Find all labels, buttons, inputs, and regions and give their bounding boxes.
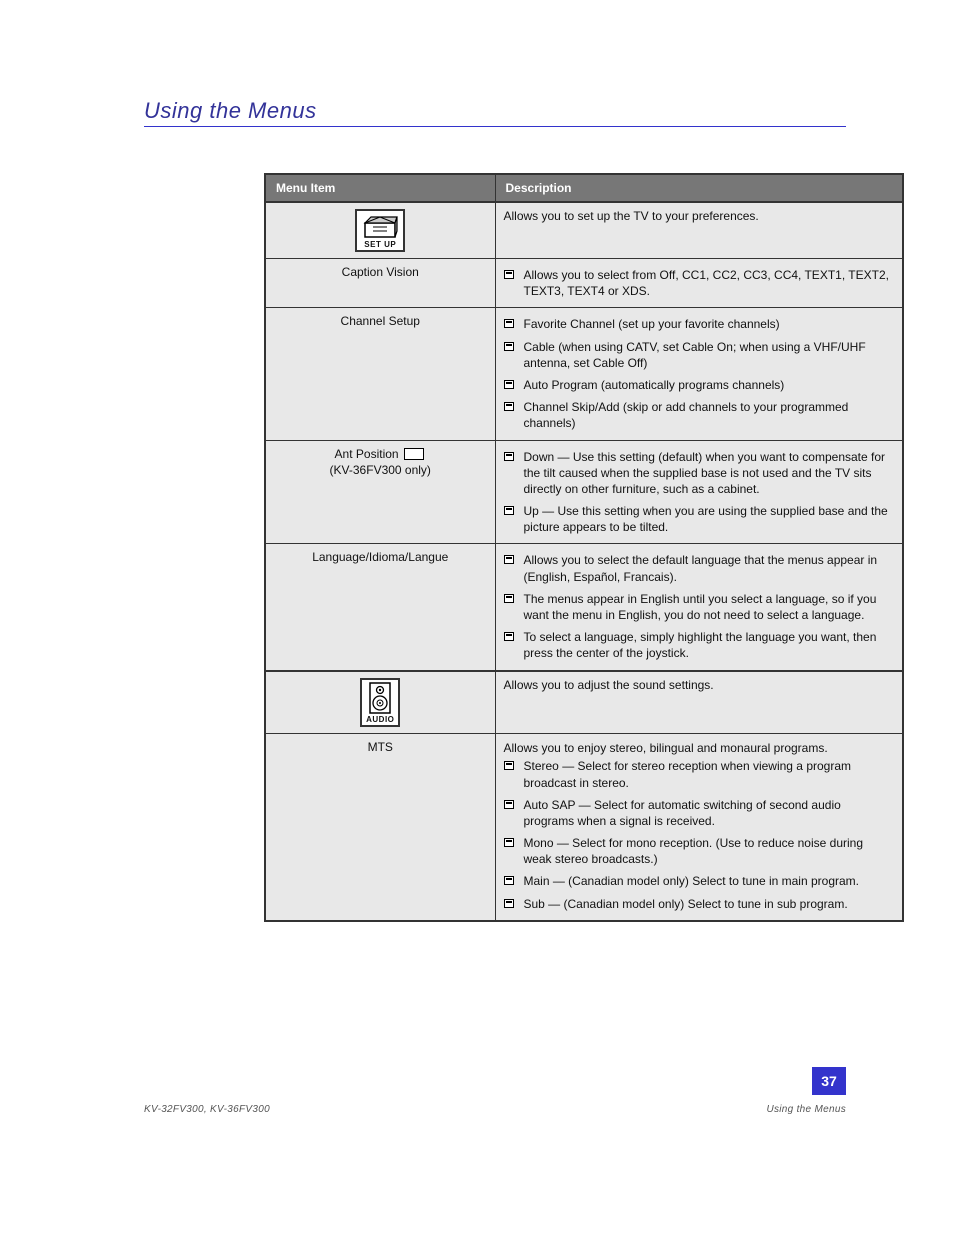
audio-icon-cell: AUDIO (265, 671, 495, 734)
section-title: Using the Menus (144, 98, 846, 124)
bullet-icon (504, 452, 514, 461)
desc-channel-setup: Favorite Channel (set up your favorite c… (495, 308, 903, 440)
setup-desc: Allows you to set up the TV to your pref… (495, 202, 903, 259)
desc-caption-vision: Allows you to select from Off, CC1, CC2,… (495, 259, 903, 308)
setup-icon: SET UP (355, 209, 405, 252)
table-header-menu: Menu Item (265, 174, 495, 202)
bullet-icon (504, 876, 514, 885)
menu-channel-setup: Channel Setup (265, 308, 495, 440)
menu-table: Menu Item Description (264, 173, 904, 922)
footer-brand: KV-32FV300, KV-36FV300 (144, 1104, 270, 1115)
menu-caption-vision: Caption Vision (265, 259, 495, 308)
ant-position-box-icon (404, 448, 424, 460)
setup-icon-label: SET UP (361, 240, 399, 249)
page-number: 37 (812, 1067, 846, 1095)
bullet-icon (504, 506, 514, 515)
setup-icon-cell: SET UP (265, 202, 495, 259)
menu-ant-position: Ant Position (KV-36FV300 only) (265, 440, 495, 544)
audio-icon: AUDIO (360, 678, 400, 727)
desc-mts: Allows you to enjoy stereo, bilingual an… (495, 733, 903, 921)
menu-mts: MTS (265, 733, 495, 921)
bullet-icon (504, 800, 514, 809)
bullet-icon (504, 380, 514, 389)
bullet-icon (504, 319, 514, 328)
menu-language: Language/Idioma/Langue (265, 544, 495, 671)
audio-desc: Allows you to adjust the sound settings. (495, 671, 903, 734)
divider (144, 126, 846, 127)
desc-ant-position: Down — Use this setting (default) when y… (495, 440, 903, 544)
bullet-icon (504, 899, 514, 908)
bullet-icon (504, 555, 514, 564)
bullet-icon (504, 342, 514, 351)
bullet-icon (504, 632, 514, 641)
desc-language: Allows you to select the default languag… (495, 544, 903, 671)
table-header-desc: Description (495, 174, 903, 202)
audio-icon-label: AUDIO (366, 715, 394, 724)
bullet-icon (504, 594, 514, 603)
bullet-icon (504, 761, 514, 770)
bullet-icon (504, 402, 514, 411)
bullet-icon (504, 270, 514, 279)
page-label: Using the Menus (766, 1104, 846, 1115)
bullet-icon (504, 838, 514, 847)
